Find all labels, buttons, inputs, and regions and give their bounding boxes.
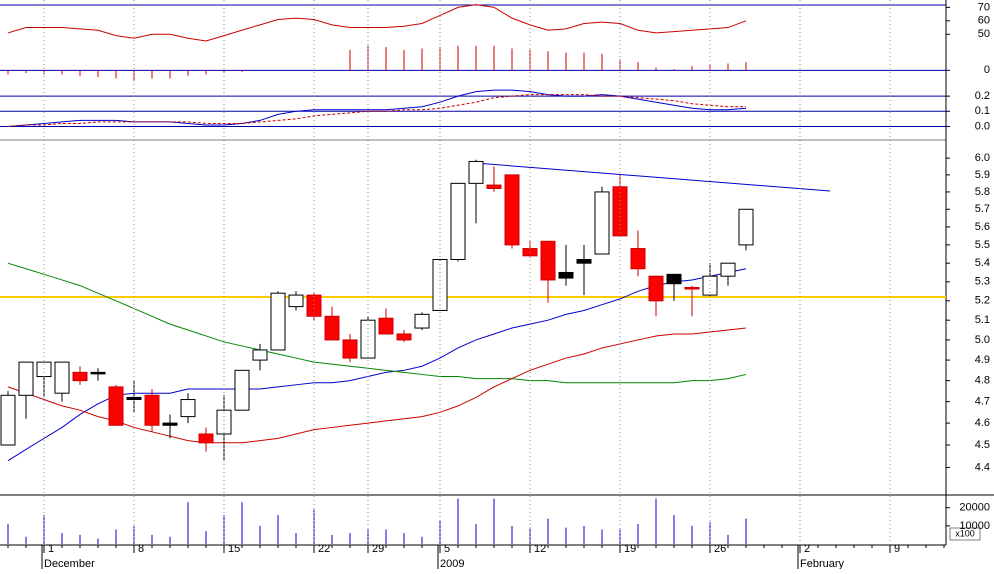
candle-body (144, 394, 160, 426)
candle-body (234, 369, 250, 411)
x-tick-label: 29 (372, 543, 384, 555)
candle-body (594, 191, 610, 255)
candle-body (630, 248, 646, 270)
x-tick-label: 12 (534, 543, 546, 555)
y-tick-label: 0 (984, 64, 990, 76)
candle-body (540, 240, 556, 281)
y-tick-label: 10000 (959, 520, 990, 532)
y-tick-label: 5.5 (975, 239, 990, 251)
x-tick-label: 8 (138, 543, 144, 555)
y-tick-label: 0.1 (975, 105, 990, 117)
candle-body (378, 317, 394, 335)
candle-body (342, 339, 358, 359)
x-tick-label: 19 (624, 543, 636, 555)
y-tick-label: 5.4 (975, 257, 990, 269)
series-line (7, 327, 747, 444)
candle-body (162, 422, 178, 426)
x-tick-label: 22 (318, 543, 330, 555)
candle-body (72, 371, 88, 382)
y-tick-label: 4.9 (975, 354, 990, 366)
candle-body (198, 433, 214, 444)
candle-body (270, 292, 286, 351)
y-tick-label: 5.9 (975, 169, 990, 181)
x-tick-label: 9 (894, 543, 900, 555)
series-line (7, 94, 746, 127)
candle-body (252, 349, 268, 361)
series-line (7, 268, 747, 462)
y-tick-label: 60 (978, 15, 990, 27)
candle-body (216, 409, 232, 435)
candle-body (288, 294, 304, 308)
x-tick-label: 5 (444, 543, 450, 555)
trendline (474, 162, 831, 192)
series-line (7, 4, 747, 42)
y-tick-label: 0.2 (975, 90, 990, 102)
candle-body (0, 394, 16, 446)
candle-body (666, 273, 682, 285)
candle-body (468, 160, 484, 184)
y-tick-label: 5.8 (975, 186, 990, 198)
y-tick-label: 5.6 (975, 221, 990, 233)
y-tick-label: 4.7 (975, 396, 990, 408)
candle-body (648, 275, 664, 302)
y-tick-label: 4.5 (975, 439, 990, 451)
y-tick-label: 20000 (959, 502, 990, 514)
x-tick-label: 1 (48, 543, 54, 555)
x-tick-label: 15 (228, 543, 240, 555)
y-tick-label: 0.0 (975, 120, 990, 132)
candle-body (108, 386, 124, 426)
candle-body (576, 259, 592, 264)
x-tick-label: 26 (714, 543, 726, 555)
y-tick-label: 5.3 (975, 276, 990, 288)
unit-label: x100 (955, 528, 975, 538)
y-tick-label: 5.2 (975, 295, 990, 307)
candle-body (612, 186, 628, 237)
y-tick-label: 4.6 (975, 417, 990, 429)
candle-body (396, 333, 412, 341)
y-tick-label: 70 (978, 1, 990, 13)
candle-body (180, 399, 196, 418)
candle-body (54, 361, 70, 394)
y-tick-label: 4.4 (975, 461, 990, 473)
candle-body (324, 315, 340, 341)
candle-body (558, 271, 574, 279)
candle-body (684, 286, 700, 290)
candle-body (720, 262, 736, 277)
y-tick-label: 6.0 (975, 152, 990, 164)
y-tick-label: 5.1 (975, 314, 990, 326)
candle-body (738, 208, 754, 246)
candle-body (450, 182, 466, 261)
y-tick-label: 5.7 (975, 203, 990, 215)
x-tick-label: 2 (804, 543, 810, 555)
candle-body (504, 174, 520, 246)
unit-box (949, 527, 981, 541)
y-tick-label: 5.0 (975, 334, 990, 346)
month-label: December (44, 558, 95, 569)
month-label: 2009 (440, 558, 464, 569)
candle-body (486, 184, 502, 189)
month-label: February (800, 558, 845, 569)
candle-body (18, 361, 34, 396)
candle-body (414, 313, 430, 329)
candle-body (90, 371, 106, 375)
series-line (7, 262, 747, 384)
candle-body (126, 396, 142, 401)
y-tick-label: 4.8 (975, 375, 990, 387)
candle-body (306, 294, 322, 317)
y-tick-label: 50 (978, 28, 990, 40)
